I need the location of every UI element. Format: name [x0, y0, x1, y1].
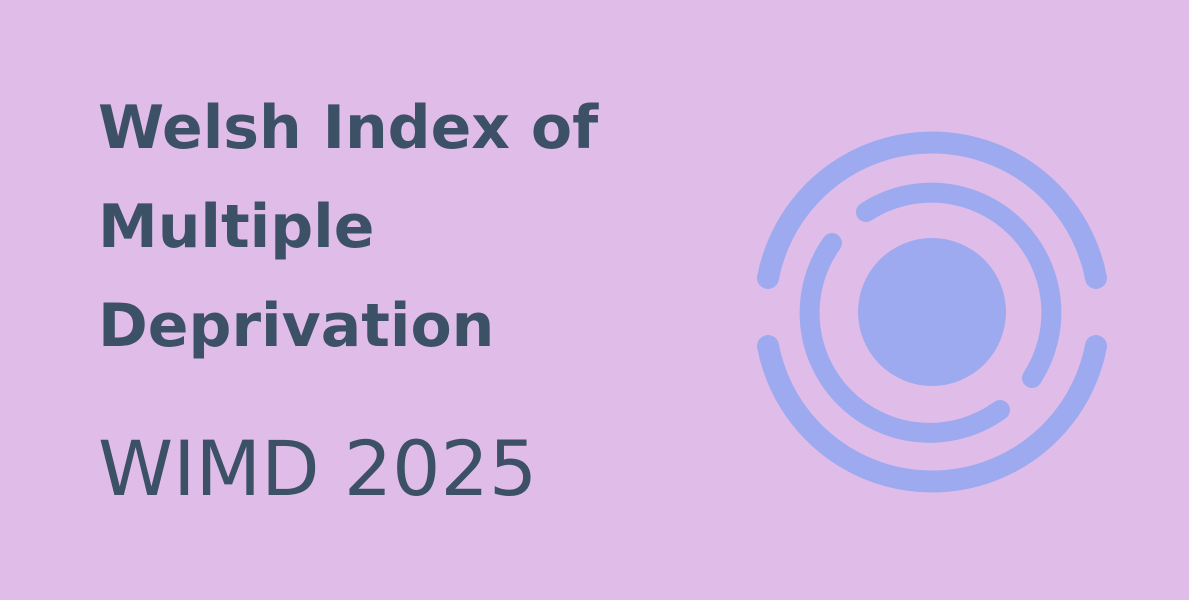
logo-outer-arc	[757, 335, 1107, 493]
title-line: Multiple	[98, 192, 374, 262]
title-line: Deprivation	[98, 291, 494, 361]
subtitle: WIMD 2025	[98, 424, 537, 513]
logo-inner-arc	[799, 233, 1010, 443]
logo-outer-arc	[757, 131, 1107, 289]
title-line: Welsh Index of	[98, 93, 599, 163]
logo-inner-arc	[856, 182, 1062, 388]
logo	[757, 131, 1107, 493]
logo-core	[858, 238, 1006, 386]
